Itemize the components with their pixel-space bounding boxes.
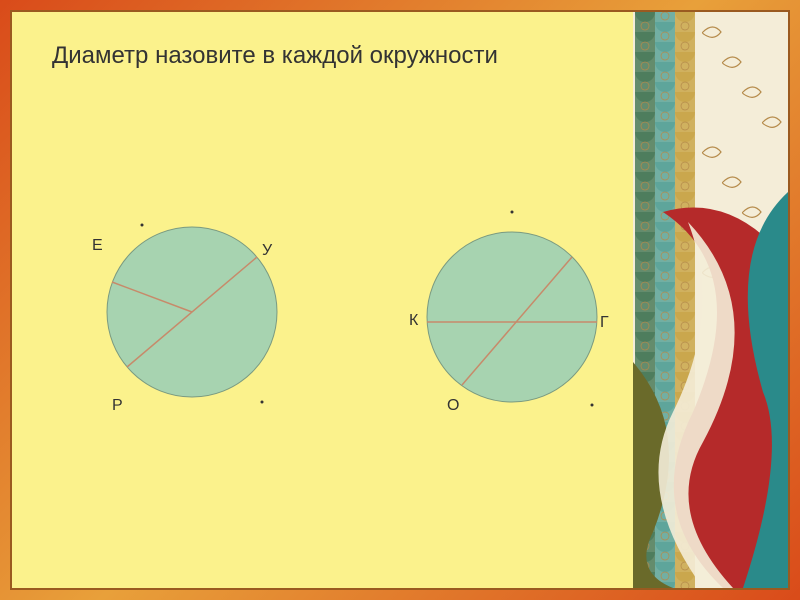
point-label: У bbox=[262, 242, 272, 260]
outer-frame: Диаметр назовите в каждой окружности ЕУР… bbox=[0, 0, 800, 600]
decorative-panel bbox=[633, 12, 788, 588]
point-label: Р bbox=[112, 397, 123, 415]
slide-content: Диаметр назовите в каждой окружности ЕУР… bbox=[12, 12, 633, 588]
point-label: К bbox=[409, 312, 418, 330]
inner-frame: Диаметр назовите в каждой окружности ЕУР… bbox=[10, 10, 790, 590]
decorative-pattern bbox=[633, 12, 788, 588]
point-label: О bbox=[447, 397, 459, 415]
point-label: Г bbox=[600, 314, 609, 332]
point-label: Е bbox=[92, 237, 103, 255]
circle-diagram-2 bbox=[12, 12, 632, 572]
